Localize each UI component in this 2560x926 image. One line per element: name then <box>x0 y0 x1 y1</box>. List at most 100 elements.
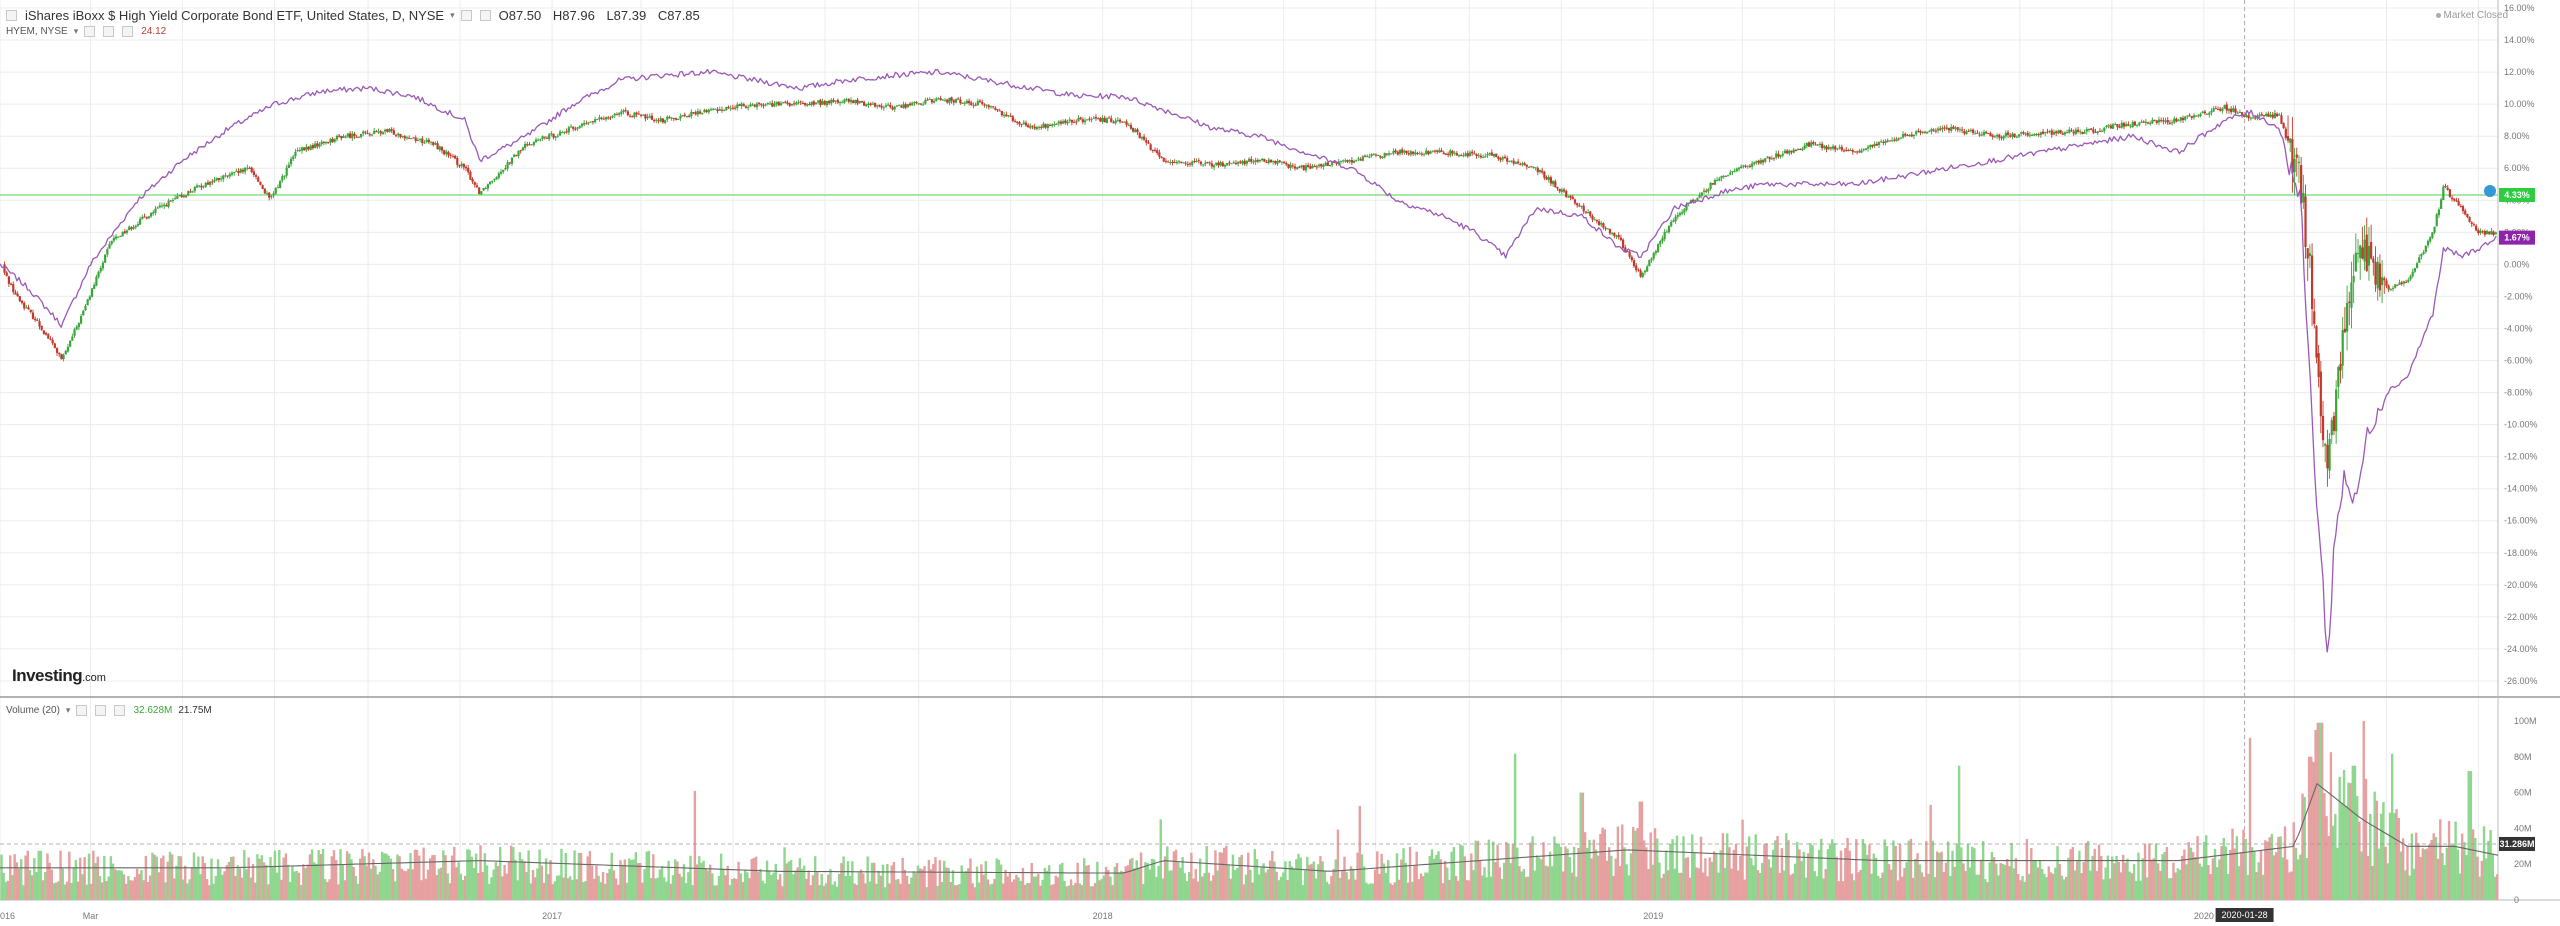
volume-bar-down <box>413 849 417 900</box>
candle-down <box>2466 213 2469 217</box>
volume-bar-down <box>1699 836 1703 900</box>
settings-icon[interactable] <box>95 705 107 716</box>
candle-down <box>626 111 629 116</box>
candle-down <box>259 181 262 185</box>
volume-bar-up <box>33 858 36 900</box>
candle-down <box>2219 108 2222 111</box>
volume-bar-down <box>1406 882 1410 900</box>
chevron-down-icon[interactable]: ▾ <box>73 26 79 36</box>
chevron-down-icon[interactable]: ▾ <box>450 10 455 20</box>
close-icon[interactable] <box>122 26 134 37</box>
y-tick-label: 14.00% <box>2504 35 2535 45</box>
volume-bar-down <box>1448 879 1451 900</box>
candle-down <box>2109 125 2112 129</box>
volume-bar-down <box>1163 856 1167 900</box>
settings-icon[interactable] <box>460 10 472 21</box>
volume-bar-down <box>1286 880 1289 900</box>
volume-bar-down <box>1054 875 1057 900</box>
volume-bar-up <box>457 862 460 900</box>
candle-up <box>1694 199 1697 202</box>
volume-bar-up <box>2493 876 2497 900</box>
volume-bar-down <box>1069 879 1073 900</box>
close-icon[interactable] <box>114 705 126 716</box>
candle-up <box>1083 120 1087 123</box>
volume-bar-up <box>2485 858 2488 900</box>
volume-bar-down <box>2259 850 2263 900</box>
volume-bar-up <box>1946 841 1950 900</box>
volume-bar-up <box>1314 878 1318 900</box>
volume-bar-up <box>2054 867 2057 900</box>
volume-bar-down <box>1454 875 1458 900</box>
volume-bar-up <box>1623 847 1626 900</box>
candle-down <box>1158 152 1161 157</box>
volume-bar-down <box>1894 845 1897 900</box>
volume-bar-down <box>1192 878 1195 900</box>
volume-bar-up <box>1437 851 1440 900</box>
x-tick-label: Mar <box>83 911 99 921</box>
chevron-down-icon[interactable]: ▾ <box>65 705 71 715</box>
volume-bar-up <box>894 879 898 900</box>
candle-down <box>18 296 21 302</box>
volume-bar-up <box>2237 866 2241 900</box>
candle-up <box>1742 165 1745 167</box>
volume-bar-up <box>2336 847 2339 900</box>
x-tick-label: 2020 <box>2194 911 2214 921</box>
volume-bar-down <box>2058 864 2061 900</box>
candle-up <box>1993 136 1997 138</box>
candle-down <box>2090 128 2093 130</box>
volume-bar-down <box>1373 869 1377 900</box>
candle-up <box>1532 167 1535 169</box>
volume-bar-up <box>722 868 725 900</box>
volume-bar-up <box>2161 854 2164 900</box>
volume-bar-up <box>1430 849 1434 900</box>
candle-up <box>1344 160 1347 162</box>
candle-down <box>1556 187 1559 189</box>
candle-down <box>2260 114 2263 116</box>
volume-bar-up <box>2056 846 2059 900</box>
candle-up <box>790 103 794 106</box>
candle-down <box>1998 134 2001 138</box>
candle-up <box>351 133 354 139</box>
candle-up <box>2420 254 2423 257</box>
volume-bar-up <box>1957 765 1961 900</box>
candle-down <box>123 231 126 234</box>
volume-bar-down <box>2014 858 2018 900</box>
volume-bar-up <box>155 856 159 900</box>
candle-down <box>1197 160 1200 162</box>
y-tick-label: -2.00% <box>2504 291 2533 301</box>
visibility-icon[interactable] <box>84 26 96 37</box>
candle-up <box>1827 146 1830 150</box>
candle-down <box>970 102 973 106</box>
volume-bar-up <box>833 881 837 900</box>
volume-bar-up <box>1323 870 1326 900</box>
candle-up <box>1681 212 1684 214</box>
volume-bar-down <box>579 852 583 900</box>
volume-bar-down <box>905 875 909 900</box>
candle-up <box>1438 149 1441 153</box>
visibility-icon[interactable] <box>76 705 88 716</box>
close-icon[interactable] <box>479 10 491 21</box>
volume-bar-up <box>315 863 318 900</box>
candle-down <box>478 187 481 194</box>
volume-bar-down <box>1769 867 1773 900</box>
candle-down <box>2254 117 2257 119</box>
candle-down <box>992 106 995 108</box>
candle-down <box>1635 265 1638 271</box>
volume-bar-up <box>673 859 677 900</box>
candle-down <box>307 146 310 150</box>
candle-up <box>305 146 308 151</box>
volume-bar-down <box>1341 871 1344 900</box>
candle-down <box>1250 159 1253 162</box>
candle-up <box>495 177 498 180</box>
volume-bar-down <box>1839 850 1843 900</box>
candle-down <box>14 292 17 295</box>
volume-bar-up <box>824 883 828 900</box>
collapse-icon[interactable] <box>6 10 17 21</box>
settings-icon[interactable] <box>103 26 115 37</box>
volume-bar-up <box>1198 858 1202 900</box>
candle-up <box>1418 153 1421 155</box>
volume-bar-down <box>1632 826 1635 900</box>
volume-bar-down <box>17 868 21 900</box>
volume-bar-up <box>70 882 73 900</box>
x-tick-label: 2017 <box>542 911 562 921</box>
